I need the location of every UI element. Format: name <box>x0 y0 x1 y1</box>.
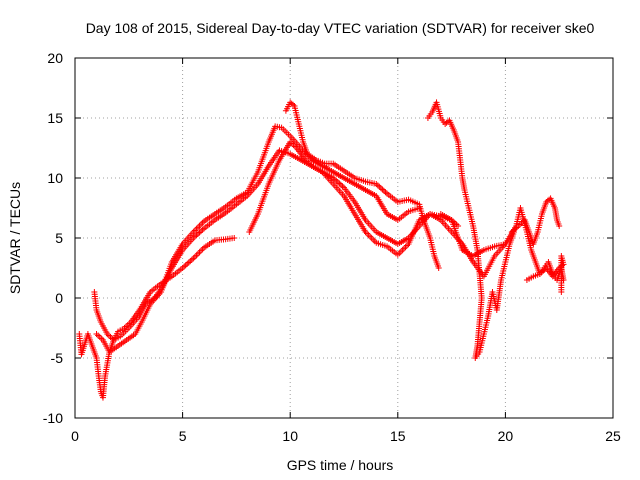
x-axis-title: GPS time / hours <box>287 457 394 473</box>
y-axis-title: SDTVAR / TECUs <box>7 182 23 294</box>
data-point-trace-i <box>558 289 565 295</box>
data-point-trace-h <box>556 223 563 229</box>
data-points <box>76 99 567 401</box>
y-tick-label: 10 <box>47 170 63 186</box>
x-tick-label: 10 <box>282 428 298 444</box>
x-tick-label: 5 <box>179 428 187 444</box>
y-tick-label: 0 <box>55 290 63 306</box>
y-tick-label: -10 <box>43 410 63 426</box>
x-tick-label: 20 <box>498 428 514 444</box>
y-tick-label: 5 <box>55 230 63 246</box>
data-point-trace-e <box>435 265 442 271</box>
x-tick-label: 25 <box>605 428 621 444</box>
y-tick-label: 20 <box>47 50 63 66</box>
y-tick-label: 15 <box>47 110 63 126</box>
data-point-trace-a <box>231 235 238 241</box>
y-tick-label: -5 <box>51 350 64 366</box>
x-tick-label: 0 <box>71 428 79 444</box>
data-point-trace-e <box>290 101 297 108</box>
axis-ticks: 0 5 10 15 20 25 -10 -5 0 5 10 15 20 <box>43 50 621 444</box>
chart-title: Day 108 of 2015, Sidereal Day-to-day VTE… <box>86 20 595 36</box>
x-tick-label: 15 <box>390 428 406 444</box>
